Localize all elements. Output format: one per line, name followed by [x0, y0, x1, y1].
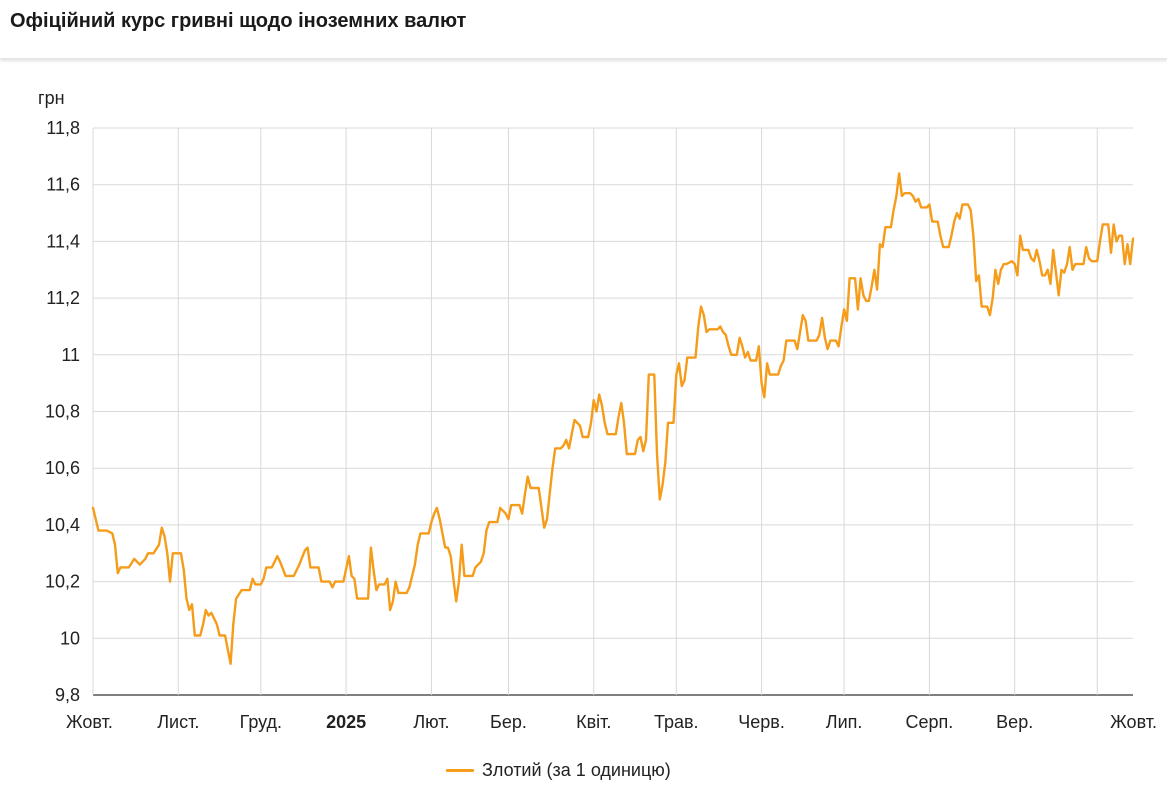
- y-tick-label: 10,2: [45, 572, 80, 592]
- legend-swatch: [446, 769, 474, 772]
- x-tick-label: Трав.: [654, 712, 699, 732]
- y-gridlines: [93, 127, 1133, 696]
- y-tick-label: 11,8: [46, 118, 80, 138]
- x-tick-label: Лист.: [157, 712, 199, 732]
- x-tick-label: Жовт.: [1110, 712, 1157, 732]
- y-tick-labels: 9,8 10 10,2 10,4 10,6 10,8 11 11,2 11,4 11,6 11,8: [45, 118, 80, 705]
- series-line-zloty: [91, 172, 1135, 665]
- y-tick-label: 10,4: [45, 515, 80, 535]
- y-tick-label: 11,4: [46, 231, 80, 251]
- x-tick-label: Лип.: [826, 712, 863, 732]
- y-tick-label: 10,8: [45, 402, 80, 422]
- x-tick-label: Бер.: [490, 712, 527, 732]
- y-tick-label: 11,2: [46, 288, 80, 308]
- x-gridlines: [92, 128, 1098, 695]
- y-axis-unit-label: грн: [38, 88, 65, 108]
- x-tick-labels: Жовт. Лист. Груд. 2025 Лют. Бер. Квіт. Трав. Чер…: [66, 712, 1157, 732]
- x-tick-label: Серп.: [906, 712, 954, 732]
- x-tick-label: 2025: [326, 712, 366, 732]
- y-tick-label: 10,6: [45, 458, 80, 478]
- legend[interactable]: Злотий (за 1 одиницю): [446, 760, 671, 781]
- y-tick-label: 11,6: [46, 175, 80, 195]
- x-tick-label: Лют.: [413, 712, 449, 732]
- chart-header: Офіційний курс гривні щодо іноземних вал…: [0, 0, 1167, 59]
- x-tick-label: Черв.: [738, 712, 785, 732]
- y-tick-label: 9,8: [55, 685, 80, 705]
- page-title: Офіційний курс гривні щодо іноземних вал…: [10, 10, 467, 32]
- x-tick-label: Груд.: [240, 712, 282, 732]
- x-tick-label: Вер.: [996, 712, 1033, 732]
- x-tick-label: Квіт.: [576, 712, 611, 732]
- y-tick-label: 11: [61, 345, 80, 365]
- y-tick-label: 10: [60, 628, 80, 648]
- legend-label: Злотий (за 1 одиницю): [482, 760, 671, 780]
- x-tick-label: Жовт.: [66, 712, 113, 732]
